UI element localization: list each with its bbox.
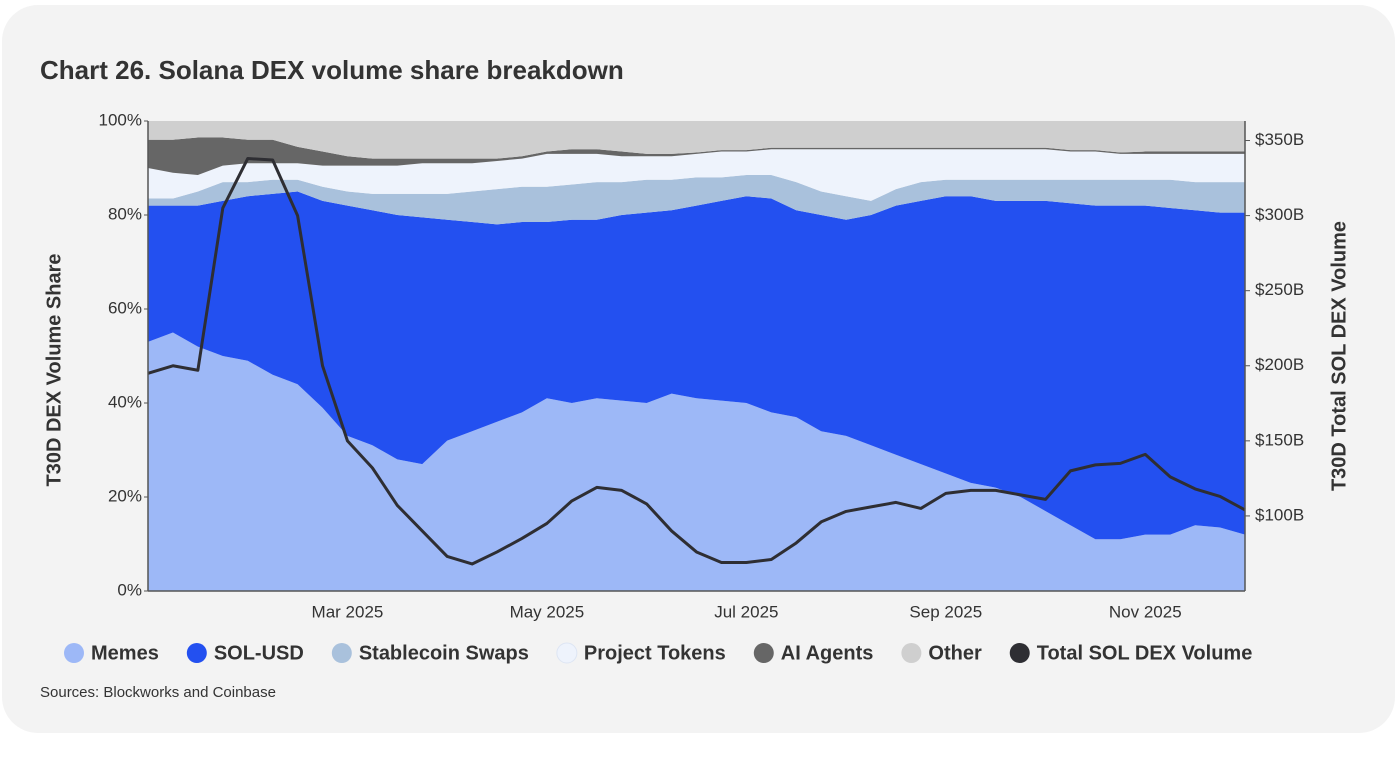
- area: [148, 175, 1245, 225]
- y-tick-label: 80%: [108, 204, 142, 223]
- legend-marker: [1009, 643, 1030, 663]
- y2-axis-title: T30D Total SOL DEX Volume: [1328, 221, 1350, 491]
- legend-label: Other: [928, 642, 982, 664]
- source-note: Sources: Blockworks and Coinbase: [40, 684, 276, 701]
- y2-tick-label: $300B: [1255, 205, 1304, 224]
- legend-marker: [901, 643, 922, 663]
- legend-marker: [64, 643, 84, 663]
- legend-label: Total SOL DEX Volume: [1037, 642, 1253, 664]
- legend: Memes SOL-USD Stablecoin Swaps Project Toke…: [64, 642, 1252, 664]
- area: [148, 121, 1245, 159]
- y2-tick-label: $250B: [1255, 280, 1304, 299]
- x-tick-label: Nov 2025: [1109, 602, 1182, 621]
- y-tick-label: 20%: [108, 486, 142, 505]
- x-tick-label: Sep 2025: [909, 602, 982, 621]
- y-tick-label: 40%: [108, 392, 142, 411]
- legend-label: Project Tokens: [584, 642, 726, 664]
- x-tick-label: Mar 2025: [312, 602, 384, 621]
- legend-marker: [186, 643, 207, 663]
- y2-tick-label: $150B: [1255, 430, 1304, 449]
- area: [148, 191, 1245, 540]
- y2-tick-label: $200B: [1255, 355, 1304, 374]
- legend-label: AI Agents: [781, 642, 874, 664]
- y-tick-label: 100%: [99, 110, 142, 129]
- legend-label: SOL-USD: [214, 642, 304, 664]
- y2-tick-label: $350B: [1255, 130, 1304, 149]
- plot-area: [144, 120, 1250, 592]
- legend-marker: [331, 643, 352, 663]
- line: [147, 157, 1246, 566]
- area: [148, 332, 1245, 591]
- y-tick-label: 60%: [108, 298, 142, 317]
- area: [148, 149, 1245, 201]
- x-tick-label: May 2025: [510, 602, 585, 621]
- chart-title: Chart 26. Solana DEX volume share breakd…: [40, 55, 624, 85]
- legend-label: Stablecoin Swaps: [359, 642, 529, 664]
- legend-label: Memes: [91, 642, 159, 664]
- y2-tick-label: $100B: [1255, 505, 1304, 524]
- legend-marker: [556, 642, 578, 664]
- y-axis-title: T30D DEX Volume Share: [43, 253, 65, 486]
- y-tick-label: 0%: [117, 580, 142, 599]
- x-tick-label: Jul 2025: [714, 602, 778, 621]
- legend-marker: [753, 643, 774, 663]
- area: [148, 137, 1245, 176]
